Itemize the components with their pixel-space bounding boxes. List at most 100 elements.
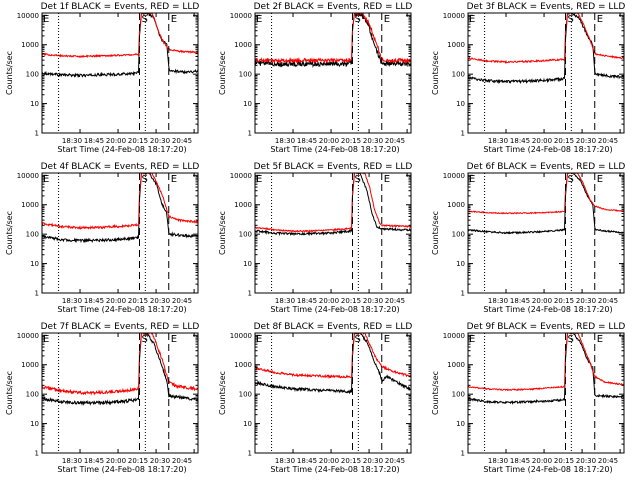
y-tick-label: 10 <box>243 100 252 108</box>
y-tick-label: 10000 <box>443 172 465 180</box>
interval-marker: E <box>384 334 390 345</box>
x-tick-label: 18:45 <box>510 137 530 145</box>
x-tick-label: 20:45 <box>598 297 618 305</box>
plot-frame <box>254 12 412 134</box>
x-tick-label: 20:30 <box>363 137 383 145</box>
interval-marker: S <box>355 14 361 25</box>
x-tick-label: 20:45 <box>172 297 192 305</box>
detector-panel: Det 4f BLACK = Events, RED = LLD 1 10 100 10… <box>5 162 199 314</box>
detector-panel: Det 8f BLACK = Events, RED = LLD 1 10 100 10… <box>218 322 412 474</box>
y-tick-label: 1000 <box>234 201 252 209</box>
series-group <box>42 13 198 79</box>
x-tick-label: 18:45 <box>84 137 104 145</box>
plot-frame <box>467 332 625 454</box>
events-series-line <box>468 333 624 406</box>
detector-panel: Det 3f BLACK = Events, RED = LLD 1 10 100 10… <box>431 2 625 154</box>
y-tick-label: 1000 <box>21 361 39 369</box>
x-tick-label: 20:00 <box>106 457 126 465</box>
x-tick-label: 20:00 <box>106 137 126 145</box>
interval-marker: E <box>43 334 49 345</box>
y-tick-label: 1000 <box>21 41 39 49</box>
y-tick-label: 1000 <box>234 41 252 49</box>
x-tick-label: 20:00 <box>319 297 339 305</box>
y-tick-label: 10 <box>456 420 465 428</box>
events-series-line <box>255 13 411 69</box>
y-tick-label: 10 <box>243 420 252 428</box>
interval-marker: S <box>355 174 361 185</box>
x-tick-label: 20:30 <box>363 457 383 465</box>
detector-panel: Det 2f BLACK = Events, RED = LLD 1 10 100 10… <box>218 2 412 154</box>
interval-marker: S <box>568 174 574 185</box>
lld-series-line <box>255 173 411 233</box>
lld-series-line <box>468 333 624 392</box>
x-tick-label: 18:45 <box>84 457 104 465</box>
x-tick-label: 18:45 <box>84 297 104 305</box>
x-tick-label: 20:45 <box>385 457 405 465</box>
x-tick-label: 20:15 <box>554 457 574 465</box>
x-axis-label: Start Time (24-Feb-08 18:17:20) <box>270 305 399 314</box>
x-tick-label: 20:30 <box>363 297 383 305</box>
x-axis-label: Start Time (24-Feb-08 18:17:20) <box>57 465 186 474</box>
y-axis-label: Counts/sec <box>218 211 227 255</box>
y-axis-label: Counts/sec <box>5 211 14 255</box>
panel-title: Det 4f BLACK = Events, RED = LLD <box>41 162 200 172</box>
x-tick-label: 18:30 <box>62 137 82 145</box>
x-tick-label: 18:30 <box>275 297 295 305</box>
y-axis-label: Counts/sec <box>218 51 227 95</box>
x-tick-label: 20:15 <box>341 137 361 145</box>
x-tick-label: 20:15 <box>554 297 574 305</box>
x-tick-label: 20:15 <box>128 457 148 465</box>
x-axis-label: Start Time (24-Feb-08 18:17:20) <box>270 145 399 154</box>
x-tick-label: 20:15 <box>554 137 574 145</box>
x-tick-label: 20:00 <box>319 457 339 465</box>
y-axis-label: Counts/sec <box>5 371 14 415</box>
x-tick-label: 18:45 <box>510 457 530 465</box>
x-tick-label: 20:45 <box>385 137 405 145</box>
series-group <box>468 13 624 85</box>
detector-panel: Det 5f BLACK = Events, RED = LLD 1 10 100 10… <box>218 162 412 314</box>
events-series-line <box>255 173 411 237</box>
lld-series-line <box>42 333 198 396</box>
y-tick-label: 10 <box>30 100 39 108</box>
y-tick-label: 1000 <box>447 41 465 49</box>
detector-panel: Det 7f BLACK = Events, RED = LLD 1 10 100 10… <box>5 322 199 474</box>
series-group <box>468 333 624 406</box>
series-group <box>42 333 198 406</box>
lld-series-line <box>255 13 411 65</box>
series-group <box>255 173 411 237</box>
y-tick-label: 1 <box>248 290 252 298</box>
y-tick-label: 1 <box>35 450 39 458</box>
plot-frame <box>41 12 199 134</box>
x-tick-label: 20:00 <box>319 137 339 145</box>
x-tick-label: 20:30 <box>576 137 596 145</box>
interval-marker: S <box>568 334 574 345</box>
panel-title: Det 7f BLACK = Events, RED = LLD <box>41 322 200 332</box>
x-tick-label: 20:30 <box>576 457 596 465</box>
interval-marker: S <box>142 334 148 345</box>
x-tick-label: 20:30 <box>150 297 170 305</box>
interval-marker: E <box>469 174 475 185</box>
x-tick-label: 20:30 <box>150 457 170 465</box>
interval-marker: E <box>469 334 475 345</box>
x-tick-label: 20:30 <box>576 297 596 305</box>
x-tick-label: 18:30 <box>62 297 82 305</box>
interval-marker: S <box>142 174 148 185</box>
interval-marker: E <box>597 174 603 185</box>
events-series-line <box>42 333 198 406</box>
y-tick-label: 100 <box>452 391 465 399</box>
x-tick-label: 18:45 <box>297 457 317 465</box>
series-group <box>255 13 411 69</box>
y-tick-label: 10 <box>243 260 252 268</box>
y-tick-label: 10 <box>456 260 465 268</box>
x-tick-label: 20:00 <box>532 137 552 145</box>
y-tick-label: 1000 <box>21 201 39 209</box>
y-tick-label: 10000 <box>17 332 39 340</box>
events-series-line <box>42 173 198 244</box>
detector-panel: Det 9f BLACK = Events, RED = LLD 1 10 100 10… <box>431 322 625 474</box>
events-series-line <box>468 173 624 235</box>
x-tick-label: 20:15 <box>128 297 148 305</box>
lld-series-line <box>468 13 624 65</box>
y-tick-label: 100 <box>26 71 39 79</box>
y-tick-label: 10000 <box>443 12 465 20</box>
